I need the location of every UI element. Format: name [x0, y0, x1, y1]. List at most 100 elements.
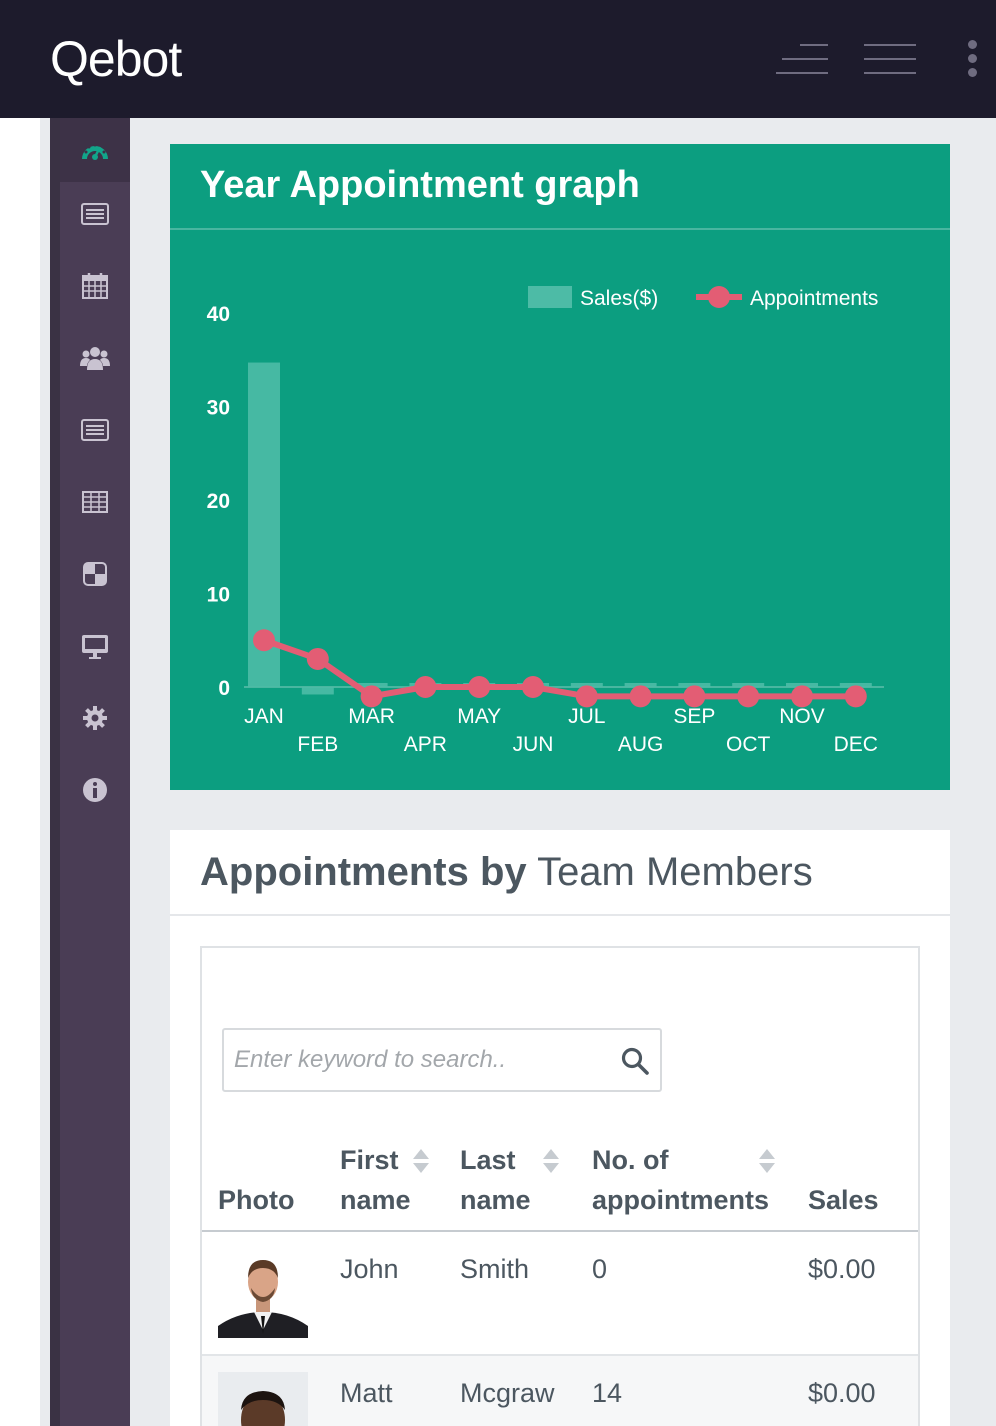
sales-bar	[839, 683, 872, 687]
search-icon[interactable]	[620, 1046, 650, 1076]
brand-logo[interactable]: Qebot	[50, 31, 182, 87]
sidebar-item-contrast[interactable]	[60, 542, 130, 606]
column-header-label: Last	[460, 1145, 516, 1175]
sidebar-item-list-alt[interactable]	[60, 398, 130, 462]
sidebar-item-monitor[interactable]	[60, 614, 130, 678]
calendar-icon	[82, 273, 108, 299]
x-tick-label: SEP	[673, 705, 715, 728]
sidebar-item-info[interactable]	[60, 758, 130, 822]
users-icon	[80, 347, 110, 370]
appointments-point	[360, 685, 383, 708]
sales-bar	[786, 683, 818, 687]
chart-title: Year Appointment graph	[200, 164, 640, 206]
sidebar-item-list[interactable]	[60, 182, 130, 246]
team-panel-title: Appointments by Team Members	[200, 850, 813, 895]
list-alt-icon	[81, 419, 109, 441]
sidebar	[60, 118, 130, 1426]
avatar-image	[218, 1372, 308, 1426]
hamburger-icon[interactable]	[864, 44, 918, 76]
cell-appointments: 0	[592, 1254, 608, 1284]
avatar	[218, 1372, 308, 1426]
dashboard-icon	[82, 143, 108, 160]
sales-bar	[355, 683, 388, 687]
menu-toggle-icon[interactable]	[776, 44, 830, 76]
team-table: Photo First name Last name No. of appoin…	[200, 946, 920, 1426]
y-tick-label: 20	[207, 490, 230, 513]
cell-sales: $0.00	[808, 1254, 876, 1284]
appointments-point	[575, 685, 598, 708]
sort-icon[interactable]	[758, 1148, 776, 1174]
sidebar-item-settings[interactable]	[60, 686, 130, 750]
avatar	[218, 1248, 308, 1338]
appointments-point	[629, 685, 652, 708]
x-tick-label: MAR	[348, 705, 395, 728]
gear-icon	[83, 706, 107, 730]
sort-icon[interactable]	[412, 1148, 430, 1174]
legend-appointments-marker	[708, 286, 730, 308]
appointments-point	[468, 676, 491, 698]
avatar-image	[218, 1248, 308, 1338]
y-tick-label: 30	[207, 397, 230, 420]
team-title-rest: Team Members	[537, 850, 813, 894]
appointments-point	[414, 676, 437, 698]
panel-divider	[170, 914, 950, 916]
appointment-chart: 0 10 20 30 40 JAN FEB MAR APR MAY JUN JUL AUG SEP OCT N…	[207, 286, 884, 756]
sales-bar	[624, 683, 657, 687]
sidebar-item-dashboard[interactable]	[60, 118, 130, 182]
x-tick-label: FEB	[297, 733, 338, 756]
appointments-point	[737, 685, 760, 708]
x-tick-label: APR	[404, 733, 447, 756]
x-tick-label: JUL	[568, 705, 605, 728]
cell-last-name: Mcgraw	[460, 1378, 555, 1408]
x-tick-label: NOV	[779, 705, 825, 728]
top-bar: Qebot	[0, 0, 996, 118]
y-tick-label: 40	[207, 303, 230, 326]
cell-first-name: John	[340, 1254, 399, 1284]
column-header-label: name	[460, 1185, 531, 1215]
appointments-point	[844, 685, 867, 708]
sort-icon[interactable]	[542, 1148, 560, 1174]
appointment-graph-panel: Year Appointment graph 0 10 20 30 40 JAN FEB MA…	[170, 144, 950, 790]
search-box	[222, 1028, 662, 1092]
column-header-label: Photo	[218, 1185, 295, 1215]
sidebar-item-calendar[interactable]	[60, 254, 130, 318]
team-title-bold: Appointments by	[200, 850, 527, 894]
cell-sales: $0.00	[808, 1378, 876, 1408]
table-row-background	[202, 1356, 918, 1426]
team-members-panel: Appointments by Team Members Photo First…	[170, 830, 950, 1426]
sales-bar	[678, 683, 711, 687]
appointments-point	[683, 685, 706, 708]
sales-bar	[732, 683, 765, 687]
header-divider	[202, 1230, 918, 1232]
column-header-sales: Sales	[808, 1180, 879, 1220]
x-tick-label: JAN	[244, 705, 284, 728]
legend-appointments-label: Appointments	[750, 287, 878, 310]
column-header-appointments[interactable]: No. of appointments	[592, 1140, 769, 1220]
column-header-last-name[interactable]: Last name	[460, 1140, 531, 1220]
x-tick-label: AUG	[618, 733, 664, 756]
x-tick-label: MAY	[457, 705, 501, 728]
column-header-label: Sales	[808, 1185, 879, 1215]
column-header-label: appointments	[592, 1185, 770, 1215]
list-icon	[81, 203, 109, 225]
search-input[interactable]	[234, 1044, 604, 1076]
column-header-label: First	[340, 1145, 399, 1175]
sidebar-item-table[interactable]	[60, 470, 130, 534]
panel-divider	[170, 228, 950, 230]
appointments-point	[306, 647, 329, 670]
row-divider	[202, 1354, 918, 1356]
page-margin	[0, 118, 40, 1426]
x-tick-label: DEC	[834, 733, 878, 756]
appointments-point	[791, 685, 813, 708]
x-tick-label: OCT	[726, 733, 771, 756]
more-options-icon[interactable]	[966, 40, 978, 80]
cell-first-name: Matt	[340, 1378, 393, 1408]
column-header-photo: Photo	[218, 1180, 294, 1220]
legend-sales-swatch	[528, 286, 572, 308]
cell-last-name: Smith	[460, 1254, 530, 1284]
appointments-point	[522, 676, 544, 698]
y-tick-label: 0	[218, 677, 230, 700]
column-header-first-name[interactable]: First name	[340, 1140, 411, 1220]
sidebar-item-users[interactable]	[60, 326, 130, 390]
sales-bar	[570, 683, 603, 687]
